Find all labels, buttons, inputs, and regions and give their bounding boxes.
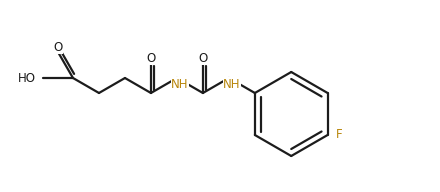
- Text: HO: HO: [18, 71, 36, 84]
- Text: O: O: [147, 51, 156, 65]
- Text: O: O: [53, 41, 62, 54]
- Text: F: F: [336, 128, 342, 142]
- Text: NH: NH: [223, 78, 241, 90]
- Text: NH: NH: [171, 78, 189, 90]
- Text: O: O: [198, 51, 208, 65]
